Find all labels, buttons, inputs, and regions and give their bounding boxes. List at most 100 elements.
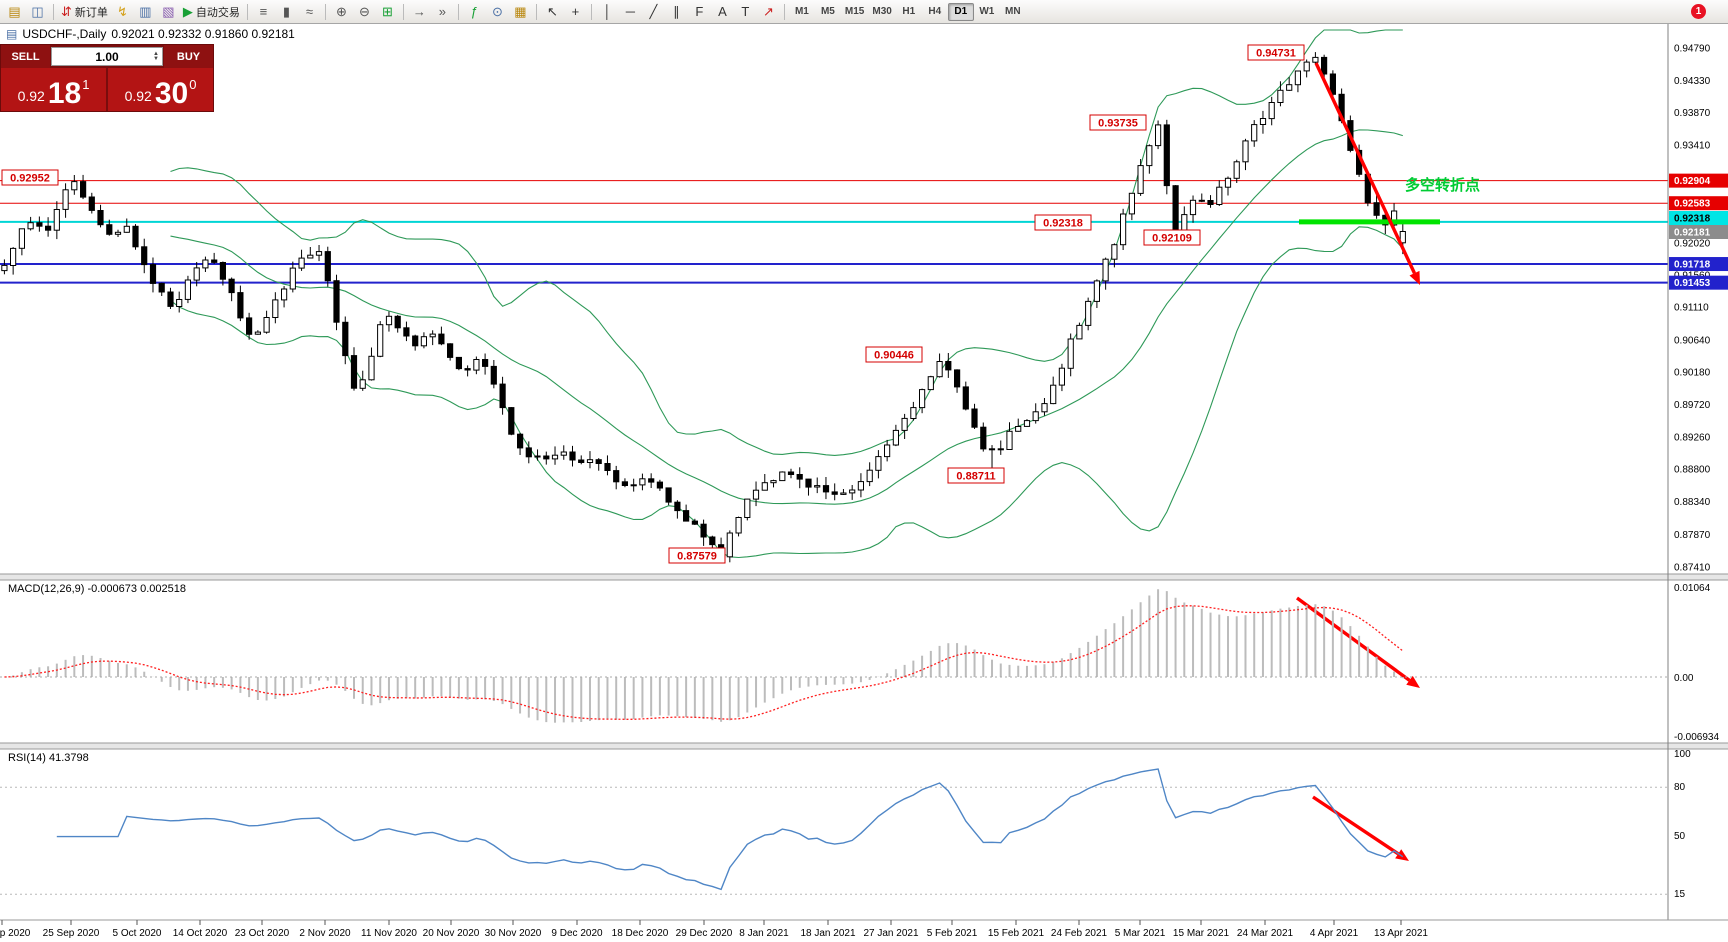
svg-text:0.92318: 0.92318 (1674, 214, 1711, 225)
crosshair-icon[interactable]: + (564, 2, 587, 22)
tile-windows-icon[interactable]: ⊞ (376, 2, 399, 22)
equidistant-channel-icon-glyph: ∥ (673, 4, 680, 19)
price-label[interactable]: 0.88711 (947, 467, 1005, 484)
price-label[interactable]: 0.87579 (668, 547, 726, 564)
price-tick: 0.90640 (1674, 335, 1711, 346)
price-tick: 0.91110 (1674, 302, 1709, 313)
navigator-icon[interactable]: ▧ (157, 2, 180, 22)
rsi-scale-tick: 50 (1674, 831, 1686, 842)
trendline-icon[interactable]: ╱ (642, 2, 665, 22)
svg-text:0.92904: 0.92904 (1674, 176, 1711, 187)
timeframe-m5-button[interactable]: M5 (820, 6, 835, 17)
vertical-line-icon[interactable]: │ (596, 2, 619, 22)
zoom-in-icon[interactable]: ⊕ (330, 2, 353, 22)
date-label: 15 Feb 2021 (988, 928, 1045, 939)
new-order-button[interactable]: ⇵ 新订单 (58, 2, 111, 22)
panel-separator[interactable] (0, 743, 1728, 749)
price-tick: 0.94330 (1674, 76, 1711, 87)
line-chart-icon[interactable]: ≈ (298, 2, 321, 22)
svg-text:0.90446: 0.90446 (874, 350, 914, 362)
fibonacci-icon[interactable]: F (688, 2, 711, 22)
new-chart-icon-glyph: ▤ (8, 4, 21, 19)
timeframe-w1-button[interactable]: W1 (979, 6, 995, 17)
volume-value: 1.00 (95, 49, 119, 64)
rsi-scale-tick: 15 (1674, 889, 1686, 900)
text-label-icon-glyph: T (741, 4, 750, 19)
price-label[interactable]: 0.92952 (1, 169, 59, 186)
notification-badge[interactable]: 1 (1691, 4, 1706, 19)
timeframe-m1-button[interactable]: M1 (794, 6, 809, 17)
rsi-line (56, 768, 1404, 891)
timeframe-h1-button[interactable]: H1 (902, 6, 916, 17)
zoom-in-icon-glyph: ⊕ (335, 4, 347, 19)
cursor-icon[interactable]: ↖ (541, 2, 564, 22)
timeframe-m30-button[interactable]: M30 (872, 6, 892, 17)
expert-advisors-icon[interactable]: ↯ (111, 2, 134, 22)
trend-arrow[interactable] (1312, 795, 1400, 856)
volume-down-icon[interactable]: ▼ (153, 55, 159, 62)
expert-advisors-icon-glyph: ↯ (116, 4, 128, 19)
volume-input[interactable]: 1.00 ▲ ▼ (51, 47, 163, 66)
price-label[interactable]: 0.94731 (1247, 44, 1305, 61)
price-label[interactable]: 0.90446 (865, 346, 923, 363)
date-label: 9 Dec 2020 (551, 928, 603, 939)
macd-label: MACD(12,26,9) -0.000673 0.002518 (8, 583, 186, 595)
price-label[interactable]: 0.92109 (1143, 229, 1201, 246)
price-label[interactable]: 0.93735 (1089, 114, 1147, 131)
new-chart-icon[interactable]: ▤ (3, 2, 26, 22)
timeframe-mn-button[interactable]: MN (1005, 6, 1021, 17)
indicators-icon-glyph: ƒ (470, 4, 479, 19)
arrows-tool-icon[interactable]: ↗ (757, 2, 780, 22)
chart-title: ▤ USDCHF-,Daily 0.92021 0.92332 0.91860 … (6, 27, 295, 41)
vertical-line-icon-glyph: │ (603, 4, 612, 19)
volume-stepper[interactable]: ▲ ▼ (151, 48, 161, 65)
templates-icon[interactable]: ▦ (509, 2, 532, 22)
indicators-icon[interactable]: ƒ (463, 2, 486, 22)
toolbar-separator (246, 3, 248, 20)
horizontal-line-icon[interactable]: ─ (619, 2, 642, 22)
price-tick: 0.90180 (1674, 368, 1711, 379)
toolbar-separator (457, 3, 459, 20)
date-label: 27 Jan 2021 (863, 928, 918, 939)
date-label: 25 Sep 2020 (43, 928, 100, 939)
buy-price-button[interactable]: 0.92 30 0 (108, 68, 213, 111)
autotrading-button[interactable]: ▶ 自动交易 (180, 2, 243, 22)
toolbar-separator (783, 3, 785, 20)
macd-scale-tick: 0.00 (1674, 673, 1694, 684)
periods-icon[interactable]: ⊙ (486, 2, 509, 22)
price-tick: 0.94790 (1674, 44, 1711, 55)
chart-shift-icon[interactable]: » (431, 2, 454, 22)
svg-text:0.87579: 0.87579 (677, 551, 717, 563)
candlestick-chart-icon[interactable]: ▮ (275, 2, 298, 22)
auto-scroll-icon-glyph: → (412, 4, 426, 19)
sell-price-button[interactable]: 0.92 18 1 (1, 68, 106, 111)
volume-up-icon[interactable]: ▲ (153, 50, 159, 57)
bar-chart-icon[interactable]: ≡ (252, 2, 275, 22)
chart-windows-icon[interactable]: ◫ (26, 2, 49, 22)
date-label: 29 Dec 2020 (676, 928, 733, 939)
auto-scroll-icon[interactable]: → (408, 2, 431, 22)
svg-text:0.92583: 0.92583 (1674, 199, 1711, 210)
sell-button[interactable]: SELL (1, 45, 50, 68)
tile-windows-icon-glyph: ⊞ (381, 4, 393, 19)
bollinger-middle-band (170, 129, 1403, 505)
timeframe-d1-button[interactable]: D1 (947, 2, 974, 21)
text-label-icon[interactable]: T (734, 2, 757, 22)
market-watch-icon[interactable]: ▥ (134, 2, 157, 22)
zoom-out-icon[interactable]: ⊖ (353, 2, 376, 22)
timeframe-h4-button[interactable]: H4 (928, 6, 942, 17)
equidistant-channel-icon[interactable]: ∥ (665, 2, 688, 22)
chart-windows-icon-glyph: ◫ (31, 4, 44, 19)
price-label[interactable]: 0.92318 (1034, 214, 1092, 231)
buy-button[interactable]: BUY (164, 45, 213, 68)
trend-arrow[interactable] (1314, 62, 1417, 274)
chart-title-ohlc: 0.92021 0.92332 0.91860 0.92181 (111, 27, 295, 41)
panel-separator[interactable] (0, 574, 1728, 580)
date-label: 24 Mar 2021 (1237, 928, 1294, 939)
text-icon[interactable]: A (711, 2, 734, 22)
annotation-text[interactable]: 多空转折点 (1405, 176, 1480, 194)
date-label: 11 Nov 2020 (361, 928, 417, 939)
timeframe-m15-button[interactable]: M15 (844, 6, 865, 17)
chart-background (0, 24, 1728, 942)
